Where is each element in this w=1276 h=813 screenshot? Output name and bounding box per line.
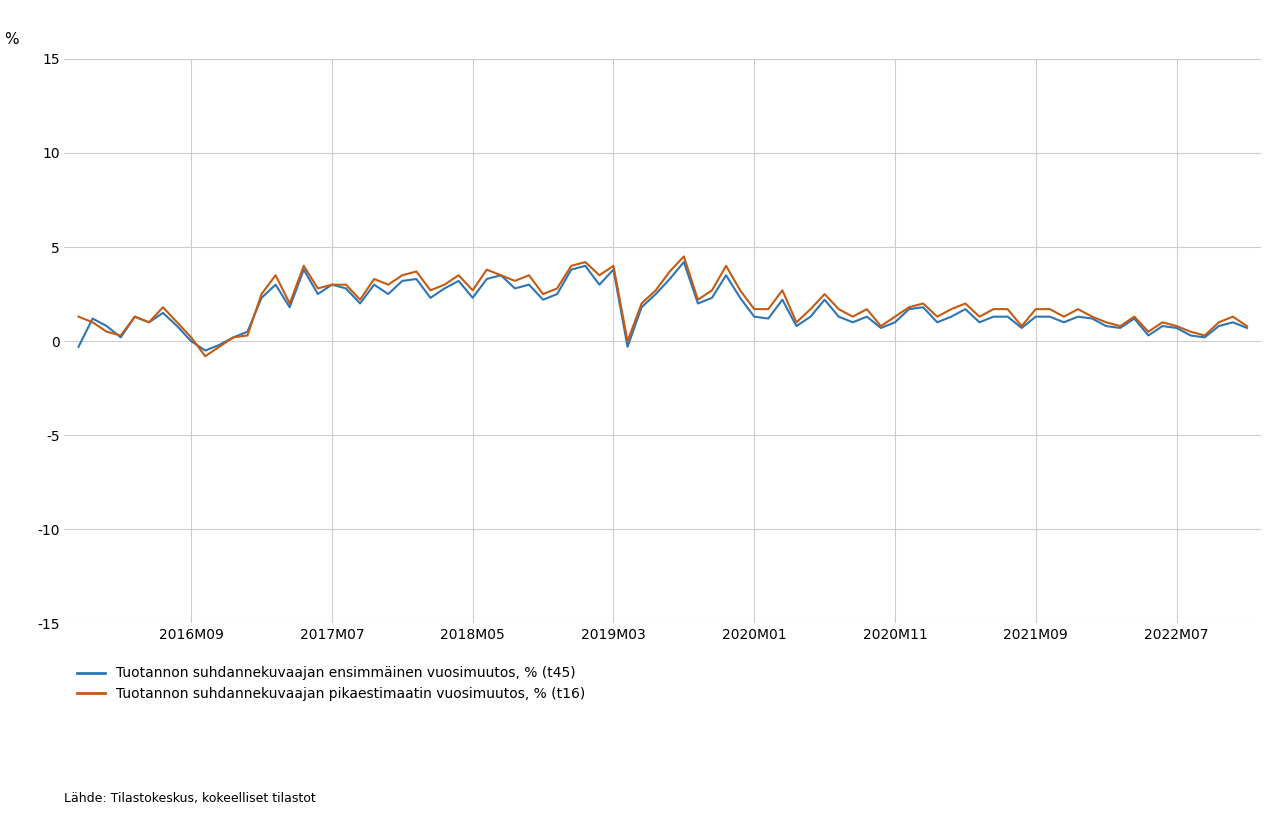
- Text: %: %: [5, 33, 19, 47]
- Text: Lähde: Tilastokeskus, kokeelliset tilastot: Lähde: Tilastokeskus, kokeelliset tilast…: [64, 792, 315, 805]
- Legend: Tuotannon suhdannekuvaajan ensimmäinen vuosimuutos, % (t45), Tuotannon suhdannek: Tuotannon suhdannekuvaajan ensimmäinen v…: [71, 661, 591, 706]
